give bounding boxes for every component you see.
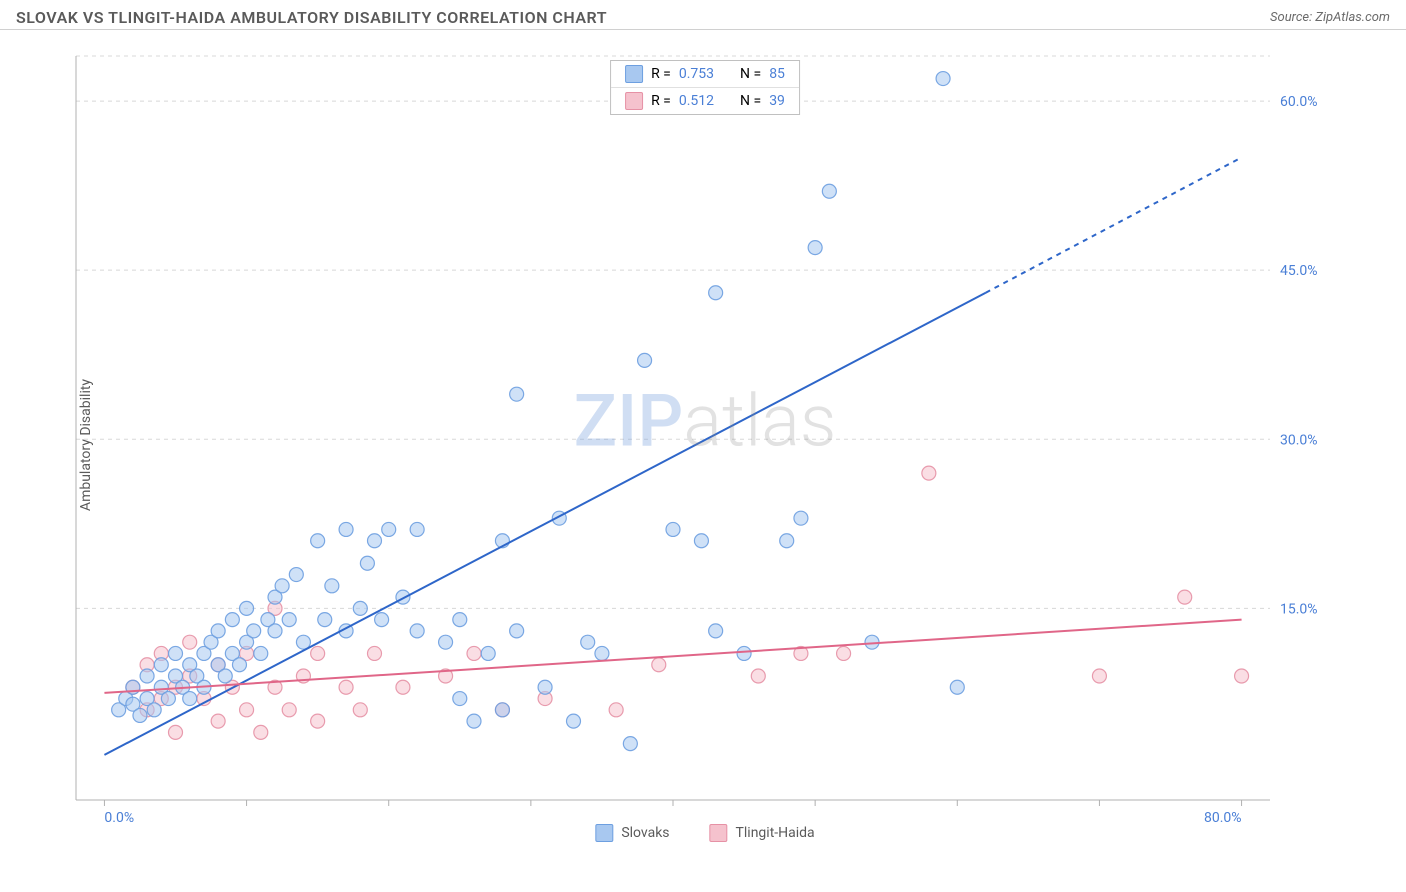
swatch-slovaks <box>625 65 643 83</box>
svg-text:80.0%: 80.0% <box>1204 810 1242 826</box>
svg-text:30.0%: 30.0% <box>1280 432 1318 448</box>
swatch-tlingit <box>625 92 643 110</box>
swatch-tlingit-bottom <box>710 824 728 842</box>
svg-text:0.0%: 0.0% <box>104 810 134 826</box>
legend-label-tlingit: Tlingit-Haida <box>736 825 815 841</box>
svg-text:15.0%: 15.0% <box>1280 601 1318 617</box>
legend-series: Slovaks Tlingit-Haida <box>595 824 814 842</box>
plot-region: ZIPatlas 15.0%30.0%45.0%60.0%0.0%80.0% R… <box>70 50 1340 840</box>
n-value-tlingit: 39 <box>769 93 785 109</box>
legend-item-tlingit: Tlingit-Haida <box>710 824 815 842</box>
chart-container: SLOVAK VS TLINGIT-HAIDA AMBULATORY DISAB… <box>0 0 1406 892</box>
r-value-slovaks: 0.753 <box>679 66 714 82</box>
svg-text:45.0%: 45.0% <box>1280 263 1318 279</box>
n-value-slovaks: 85 <box>769 66 785 82</box>
legend-stats-row-2: R = 0.512 N = 39 <box>611 87 799 114</box>
chart-svg: 15.0% 30.0% 45.0% 60.0% 0.0% 80.0% <box>70 50 1340 840</box>
legend-stats-row-1: R = 0.753 N = 85 <box>611 61 799 87</box>
n-label: N = <box>740 93 761 109</box>
r-label: R = <box>651 93 671 109</box>
swatch-slovaks-bottom <box>595 824 613 842</box>
legend-stats: R = 0.753 N = 85 R = 0.512 N = 39 <box>610 60 800 115</box>
svg-text:60.0%: 60.0% <box>1280 94 1318 110</box>
r-value-tlingit: 0.512 <box>679 93 714 109</box>
chart-header: SLOVAK VS TLINGIT-HAIDA AMBULATORY DISAB… <box>0 0 1406 30</box>
chart-area: Ambulatory Disability ZIPatlas 15.0%30.0… <box>50 50 1340 840</box>
n-label: N = <box>740 66 761 82</box>
source-label: Source: ZipAtlas.com <box>1270 10 1390 25</box>
r-label: R = <box>651 66 671 82</box>
legend-label-slovaks: Slovaks <box>621 825 669 841</box>
legend-item-slovaks: Slovaks <box>595 824 669 842</box>
chart-title: SLOVAK VS TLINGIT-HAIDA AMBULATORY DISAB… <box>16 8 607 27</box>
